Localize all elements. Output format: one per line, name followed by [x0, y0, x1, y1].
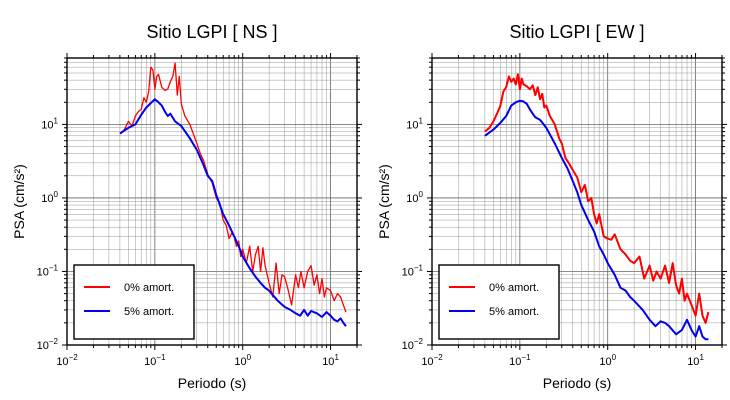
y-tick-label: 10−2: [402, 337, 424, 352]
y-tick-label-exponent: −2: [49, 337, 59, 346]
y-tick-label-base: 10: [41, 193, 53, 205]
x-tick-label: 101: [687, 353, 704, 368]
y-tick-label-base: 10: [406, 193, 418, 205]
series-group: [119, 62, 347, 327]
legend-label: 5% amort.: [489, 306, 539, 318]
series-line-5pct-damping: [119, 98, 347, 327]
legend-box: [73, 264, 195, 340]
y-tick-label-exponent: −2: [414, 337, 424, 346]
y-tick-label: 101: [41, 116, 58, 131]
y-tick-label: 100: [41, 190, 58, 205]
grid: [432, 58, 722, 345]
x-tick-label-base: 10: [56, 356, 68, 368]
x-tick-label-exponent: −1: [156, 353, 166, 362]
x-tick-label-base: 10: [509, 356, 521, 368]
y-axis-label: PSA (cm/s²): [11, 164, 27, 239]
y-tick-label-base: 10: [37, 340, 49, 352]
x-tick-label: 10−1: [144, 353, 166, 368]
y-tick-label-exponent: 1: [54, 116, 59, 125]
legend: 0% amort. 5% amort.: [73, 264, 195, 340]
y-tick-label-exponent: 1: [419, 116, 424, 125]
y-tick-label-base: 10: [41, 119, 53, 131]
y-axis-label: PSA (cm/s²): [376, 164, 392, 239]
series-line-5pct-damping: [484, 99, 709, 341]
legend: 0% amort. 5% amort.: [438, 264, 560, 340]
y-tick-label-base: 10: [402, 266, 414, 278]
x-tick-label-base: 10: [687, 356, 699, 368]
y-tick-label-exponent: 0: [419, 190, 424, 199]
x-tick-label-exponent: −2: [69, 353, 79, 362]
x-tick-label-exponent: 1: [699, 353, 704, 362]
x-tick-label-exponent: 0: [612, 353, 617, 362]
legend-box: [438, 264, 560, 340]
x-tick-label: 100: [599, 353, 616, 368]
x-tick-label: 10−1: [509, 353, 531, 368]
legend-label: 0% amort.: [124, 282, 174, 294]
x-tick-label-exponent: 0: [247, 353, 252, 362]
x-tick-label-base: 10: [144, 356, 156, 368]
x-tick-label-exponent: 1: [334, 353, 339, 362]
y-tick-label-base: 10: [406, 119, 418, 131]
chart-title: Sitio LGPI [ NS ]: [146, 22, 277, 42]
y-tick-label: 101: [406, 116, 423, 131]
x-tick-label: 101: [322, 353, 339, 368]
series-line-0pct-damping: [484, 73, 710, 324]
x-axis-label: Periodo (s): [178, 375, 246, 391]
y-tick-label-exponent: −1: [49, 263, 59, 272]
x-tick-label: 100: [234, 353, 251, 368]
x-tick-label-base: 10: [421, 356, 433, 368]
x-tick-label-exponent: −1: [521, 353, 531, 362]
x-tick-label-base: 10: [234, 356, 246, 368]
y-tick-label-base: 10: [37, 266, 49, 278]
chart-title: Sitio LGPI [ EW ]: [509, 22, 644, 42]
x-tick-label-exponent: −2: [434, 353, 444, 362]
tick-marks: [62, 53, 362, 350]
y-tick-label: 10−1: [402, 263, 424, 278]
y-tick-label: 10−2: [37, 337, 59, 352]
y-tick-label-exponent: −1: [414, 263, 424, 272]
y-tick-label-base: 10: [402, 340, 414, 352]
x-axis-label: Periodo (s): [543, 375, 611, 391]
x-tick-label-base: 10: [599, 356, 611, 368]
y-tick-label: 10−1: [37, 263, 59, 278]
y-tick-label-exponent: 0: [54, 190, 59, 199]
x-tick-label-base: 10: [322, 356, 334, 368]
x-tick-label: 10−2: [421, 353, 443, 368]
x-tick-label: 10−2: [56, 353, 78, 368]
legend-label: 0% amort.: [489, 282, 539, 294]
y-tick-label: 100: [406, 190, 423, 205]
series-group: [484, 73, 710, 341]
tick-marks: [427, 53, 727, 350]
legend-label: 5% amort.: [124, 306, 174, 318]
